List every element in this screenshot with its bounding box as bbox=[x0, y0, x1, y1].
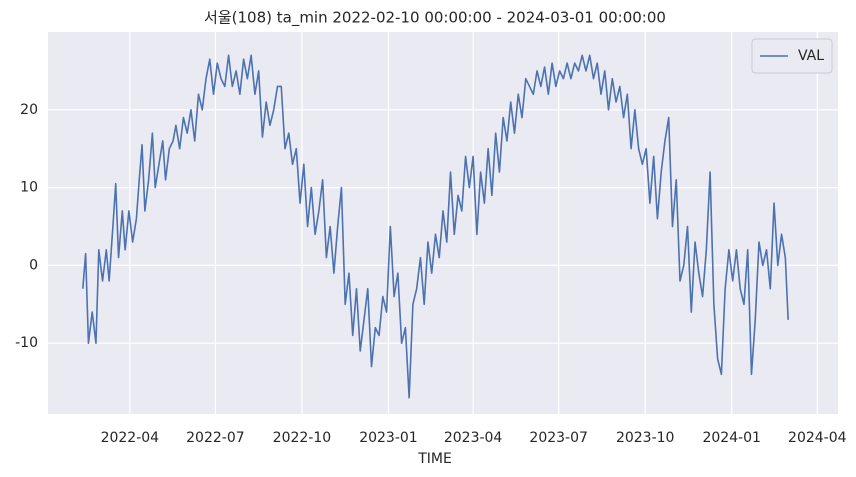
x-tick-label: 2023-01 bbox=[359, 430, 418, 446]
plot-area bbox=[48, 32, 838, 414]
y-tick-label: -10 bbox=[15, 335, 38, 351]
legend bbox=[751, 38, 833, 74]
x-tick-label: 2024-04 bbox=[788, 430, 847, 446]
x-tick-label: 2022-10 bbox=[273, 430, 332, 446]
chart-title: 서울(108) ta_min 2022-02-10 00:00:00 - 202… bbox=[204, 9, 666, 28]
line bbox=[82, 54, 789, 399]
legend-label: VAL bbox=[798, 48, 824, 64]
x-tick-label: 2022-07 bbox=[186, 430, 245, 446]
y-tick-label: 10 bbox=[20, 180, 38, 196]
y-tick-label: 0 bbox=[29, 257, 38, 273]
x-tick-label: 2024-01 bbox=[702, 430, 761, 446]
x-tick-label: 2022-04 bbox=[101, 430, 160, 446]
x-tick-label: 2023-07 bbox=[529, 430, 588, 446]
y-tick-label: 20 bbox=[20, 102, 38, 118]
x-tick-label: 2023-04 bbox=[444, 430, 503, 446]
x-tick-label: 2023-10 bbox=[616, 430, 675, 446]
x-axis-label: TIME bbox=[417, 451, 452, 467]
